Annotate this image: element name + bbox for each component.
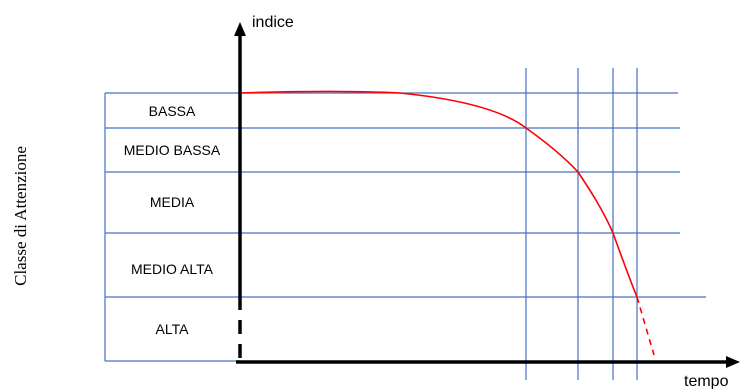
band-boundaries — [104, 92, 706, 362]
band-label-media: MEDIA — [150, 194, 195, 210]
band-label-bassa: BASSA — [149, 103, 196, 119]
y-axis-title: Classe di Attenzione — [11, 146, 30, 286]
attention-curve-dashed-extension — [636, 296, 655, 356]
band-label-medio-bassa: MEDIO BASSA — [124, 142, 221, 158]
band-label-alta: ALTA — [156, 321, 190, 337]
y-axis-label: indice — [252, 14, 294, 31]
vertical-markers — [525, 68, 638, 380]
x-axis-arrow-icon — [726, 356, 740, 368]
y-axis-arrow-icon — [234, 22, 246, 36]
attention-curve — [239, 90, 638, 298]
band-label-medio-alta: MEDIO ALTA — [131, 261, 214, 277]
x-axis-label: tempo — [684, 373, 729, 389]
